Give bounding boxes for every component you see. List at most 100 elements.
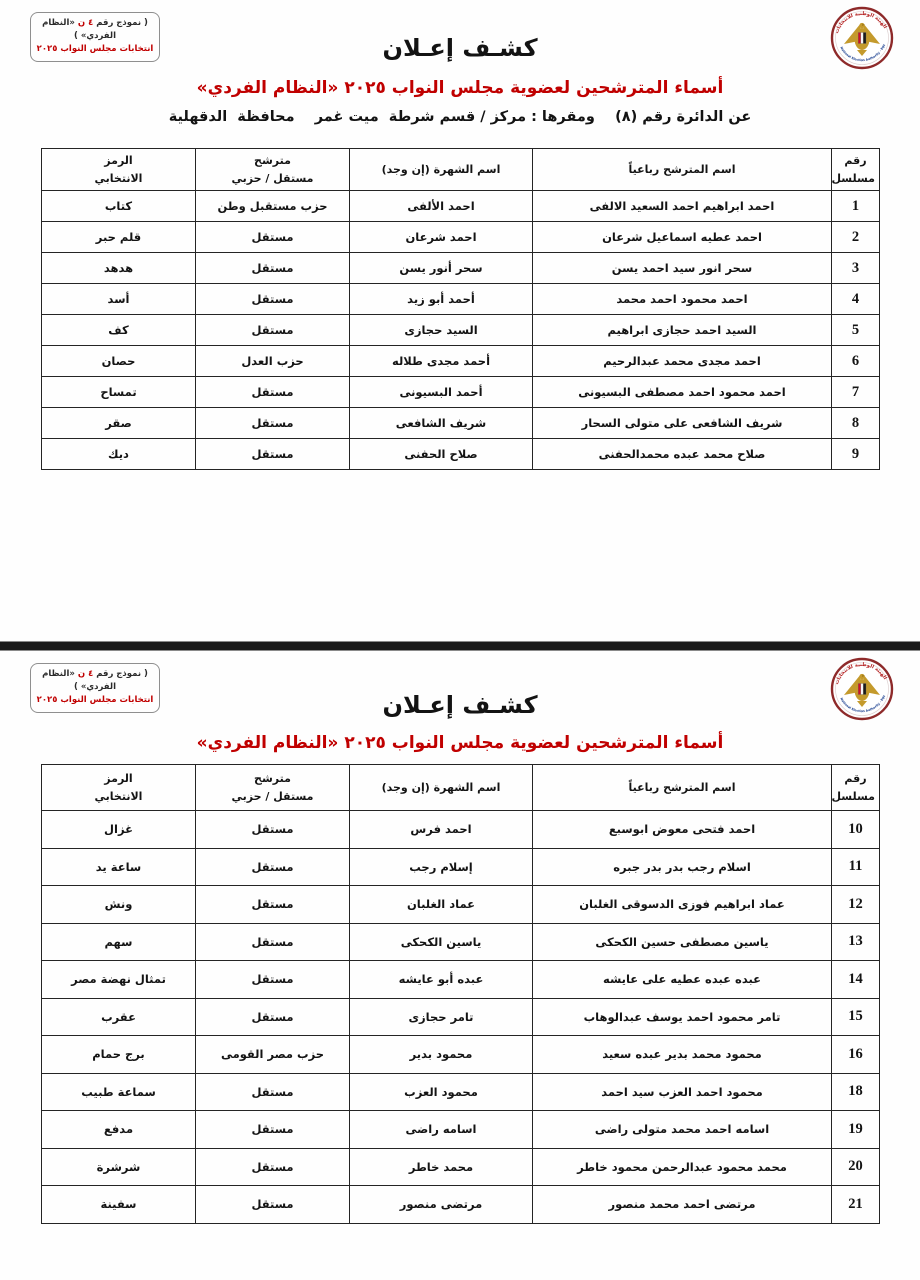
- cell-electoral-symbol: سفينة: [41, 1185, 196, 1224]
- cell-electoral-symbol: قلم حبر: [41, 221, 196, 253]
- cell-electoral-symbol: صقر: [41, 407, 196, 439]
- cell-serial-number: 16: [831, 1035, 880, 1074]
- cell-candidate-name: عماد ابراهيم فوزى الدسوقى الغلبان: [532, 885, 832, 924]
- cell-affiliation: مستقل: [195, 252, 350, 284]
- cell-known-as: صلاح الحفنى: [349, 438, 533, 470]
- cell-affiliation: حزب مستقبل وطن: [195, 190, 350, 222]
- form-election-line: انتخابات مجلس النواب ٢٠٢٥: [36, 695, 154, 706]
- page-title: كشـف إعـلان: [382, 34, 538, 62]
- cell-affiliation: مستقل: [195, 314, 350, 346]
- cell-candidate-name: احمد فتحى معوض ابوسبع: [532, 810, 832, 849]
- cell-candidate-name: احمد عطيه اسماعيل شرعان: [532, 221, 832, 253]
- cell-serial-number: 21: [831, 1185, 880, 1224]
- cell-electoral-symbol: شرشرة: [41, 1147, 196, 1186]
- egypt-eagle-emblem-icon: الهيئة الوطنية للانتخابات National Elect…: [829, 3, 894, 70]
- table-row: 11 اسلام رجب بدر بدر جبره إسلام رجب مستقل سا…: [41, 847, 880, 886]
- cell-affiliation: مستقل: [195, 1147, 350, 1186]
- table-row: 8 شريف الشافعى على متولى السحار شريف الشاف…: [41, 407, 880, 439]
- column-header-known-as: اسم الشهرة (إن وجد): [349, 764, 533, 811]
- table-header-row: رقم مسلسل اسم المترشح رباعياً اسم الشهرة…: [41, 764, 880, 811]
- cell-electoral-symbol: كف: [41, 314, 196, 346]
- cell-serial-number: 15: [831, 997, 880, 1036]
- cell-candidate-name: احمد محمود احمد محمد: [532, 283, 832, 315]
- cell-electoral-symbol: ديك: [41, 438, 196, 470]
- cell-affiliation: مستقل: [195, 438, 350, 470]
- cell-electoral-symbol: حصان: [41, 345, 196, 377]
- cell-affiliation: حزب العدل: [195, 345, 350, 377]
- cell-serial-number: 4: [831, 283, 880, 315]
- cell-electoral-symbol: كتاب: [41, 190, 196, 222]
- cell-known-as: سحر أنور يسن: [349, 252, 533, 284]
- table-row: 1 احمد ابراهيم احمد السعيد الالفى احمد الأ…: [41, 190, 880, 222]
- cell-candidate-name: تامر محمود احمد يوسف عبدالوهاب: [532, 997, 832, 1036]
- page-divider: [0, 641, 920, 651]
- cell-affiliation: مستقل: [195, 847, 350, 886]
- cell-known-as: أحمد مجدى طلاله: [349, 345, 533, 377]
- table-row: 7 احمد محمود احمد مصطفى البسيونى أحمد البس…: [41, 376, 880, 408]
- cell-serial-number: 3: [831, 252, 880, 284]
- form-number-box: ( نموذج رقم ٤ ن «النظام الفردي» ) انتخاب…: [30, 663, 160, 713]
- cell-candidate-name: سحر انور سيد احمد يسن: [532, 252, 832, 284]
- table-header-row: رقم مسلسل اسم المترشح رباعياً اسم الشهرة…: [41, 148, 880, 191]
- cell-affiliation: مستقل: [195, 376, 350, 408]
- column-header-symbol: الرمز الانتخابي: [41, 148, 196, 191]
- cell-known-as: أحمد أبو زيد: [349, 283, 533, 315]
- cell-known-as: عماد الغلبان: [349, 885, 533, 924]
- column-header-affiliation: مترشح مستقل / حزبي: [195, 764, 350, 811]
- cell-known-as: عبده أبو عايشه: [349, 960, 533, 999]
- page-subtitle: أسماء المترشحين لعضوية مجلس النواب ٢٠٢٥ …: [196, 733, 724, 753]
- cell-candidate-name: صلاح محمد عبده محمدالحفنى: [532, 438, 832, 470]
- cell-affiliation: مستقل: [195, 1072, 350, 1111]
- cell-known-as: احمد فرس: [349, 810, 533, 849]
- cell-affiliation: مستقل: [195, 922, 350, 961]
- cell-candidate-name: السيد احمد حجازى ابراهيم: [532, 314, 832, 346]
- table-row: 9 صلاح محمد عبده محمدالحفنى صلاح الحفنى مست…: [41, 438, 880, 470]
- table-row: 20 محمد محمود عبدالرحمن محمود خاطر محمد خا…: [41, 1147, 880, 1186]
- document-page-2: ( نموذج رقم ٤ ن «النظام الفردي» ) انتخاب…: [0, 651, 920, 1280]
- cell-serial-number: 5: [831, 314, 880, 346]
- table-row: 19 اسامه احمد محمد متولى راضى اسامه راضى مس…: [41, 1110, 880, 1149]
- cell-candidate-name: احمد مجدى محمد عبدالرحيم: [532, 345, 832, 377]
- cell-affiliation: مستقل: [195, 221, 350, 253]
- form-number-suffix: «النظام الفردي» ): [42, 18, 116, 42]
- candidates-table-page-2: رقم مسلسل اسم المترشح رباعياً اسم الشهرة…: [41, 764, 880, 1224]
- cell-candidate-name: محمود احمد العزب سيد احمد: [532, 1072, 832, 1111]
- cell-affiliation: مستقل: [195, 960, 350, 999]
- cell-electoral-symbol: مدفع: [41, 1110, 196, 1149]
- cell-electoral-symbol: غزال: [41, 810, 196, 849]
- form-number-prefix: ( نموذج رقم: [93, 18, 148, 28]
- table-row: 3 سحر انور سيد احمد يسن سحر أنور يسن مستقل ه…: [41, 252, 880, 284]
- cell-serial-number: 7: [831, 376, 880, 408]
- cell-candidate-name: احمد ابراهيم احمد السعيد الالفى: [532, 190, 832, 222]
- table-row: 15 تامر محمود احمد يوسف عبدالوهاب تامر حجا…: [41, 997, 880, 1036]
- cell-known-as: محمد خاطر: [349, 1147, 533, 1186]
- cell-electoral-symbol: سماعة طبيب: [41, 1072, 196, 1111]
- cell-known-as: تامر حجازى: [349, 997, 533, 1036]
- national-elections-authority-logo: الهيئة الوطنية للانتخابات National Elect…: [829, 654, 894, 721]
- cell-affiliation: مستقل: [195, 407, 350, 439]
- cell-affiliation: مستقل: [195, 997, 350, 1036]
- table-row: 5 السيد احمد حجازى ابراهيم السيد حجازى مستق…: [41, 314, 880, 346]
- cell-candidate-name: مرتضى احمد محمد منصور: [532, 1185, 832, 1224]
- cell-electoral-symbol: تمساح: [41, 376, 196, 408]
- cell-serial-number: 10: [831, 810, 880, 849]
- cell-known-as: أحمد البسيونى: [349, 376, 533, 408]
- cell-serial-number: 9: [831, 438, 880, 470]
- table-row: 6 احمد مجدى محمد عبدالرحيم أحمد مجدى طلاله…: [41, 345, 880, 377]
- cell-candidate-name: ياسين مصطفى حسين الكحكى: [532, 922, 832, 961]
- cell-known-as: ياسين الكحكى: [349, 922, 533, 961]
- page-title: كشـف إعـلان: [382, 691, 538, 719]
- table-row: 14 عبده عبده عطيه على عايشه عبده أبو عايشه…: [41, 960, 880, 999]
- cell-electoral-symbol: تمثال نهضة مصر: [41, 960, 196, 999]
- table-row: 12 عماد ابراهيم فوزى الدسوقى الغلبان عماد …: [41, 885, 880, 924]
- form-number-value: ٤ ن: [77, 18, 94, 28]
- column-header-serial: رقم مسلسل: [831, 148, 880, 191]
- table-row: 2 احمد عطيه اسماعيل شرعان احمد شرعان مستقل ق…: [41, 221, 880, 253]
- cell-known-as: احمد شرعان: [349, 221, 533, 253]
- cell-electoral-symbol: سهم: [41, 922, 196, 961]
- form-number-line: ( نموذج رقم ٤ ن «النظام الفردي» ): [34, 668, 156, 694]
- table-row: 18 محمود احمد العزب سيد احمد محمود العزب مس…: [41, 1072, 880, 1111]
- column-header-serial: رقم مسلسل: [831, 764, 880, 811]
- page-subtitle: أسماء المترشحين لعضوية مجلس النواب ٢٠٢٥ …: [196, 78, 724, 98]
